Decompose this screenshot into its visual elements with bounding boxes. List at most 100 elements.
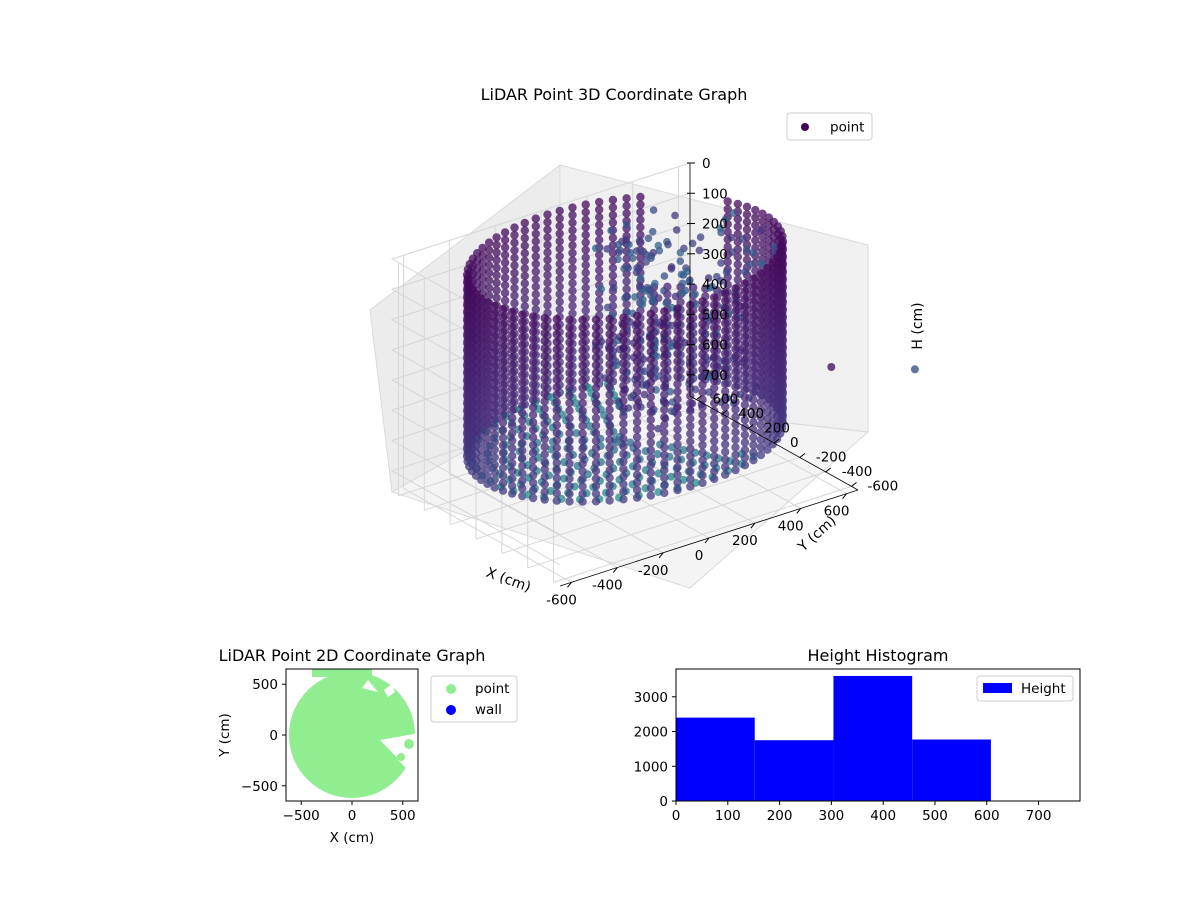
point-3d (483, 359, 491, 367)
point-3d (655, 294, 663, 302)
point-3d (647, 310, 655, 318)
point-3d (619, 374, 627, 382)
point-3d (499, 487, 507, 495)
point-3d (556, 260, 564, 268)
point-3d (518, 446, 526, 454)
point-3d (734, 200, 742, 208)
point-3d (691, 290, 699, 298)
point-3d (731, 307, 739, 315)
point-3d (757, 375, 765, 383)
point-3d (741, 385, 749, 393)
point-3d (749, 388, 757, 396)
point-3d (741, 302, 749, 310)
point-3d (532, 275, 540, 283)
point-3d (529, 343, 537, 351)
point-3d (568, 272, 576, 280)
point-3d (660, 375, 668, 383)
point-3d (741, 332, 749, 340)
point-3d (556, 282, 564, 290)
point-3d (757, 307, 765, 315)
x-tick-label-3d: 400 (778, 518, 804, 534)
point-3d (749, 456, 757, 464)
point-3d (529, 373, 537, 381)
point-3d (649, 228, 657, 236)
point-3d (592, 490, 600, 498)
point-3d (633, 327, 641, 335)
point-3d (660, 474, 668, 482)
point-3d (619, 450, 627, 458)
point-3d (508, 323, 516, 331)
point-3d (731, 451, 739, 459)
point-3d (749, 350, 757, 358)
point-3d (595, 236, 603, 244)
point-3d (541, 321, 549, 329)
figure: LiDAR Point 3D Coordinate Graph -600-400… (0, 0, 1200, 900)
point-3d (508, 361, 516, 369)
point-3d (741, 310, 749, 318)
point-3d (582, 216, 590, 224)
histogram-legend: Height (977, 676, 1073, 701)
point-3d (532, 260, 540, 268)
point-3d (485, 238, 493, 246)
point-3d (619, 382, 627, 390)
z-tick-label-3d: 0 (702, 156, 711, 172)
point-3d (518, 401, 526, 409)
point-3d (553, 391, 561, 399)
point-3d (582, 291, 590, 299)
point-3d (731, 383, 739, 391)
point-3d (529, 327, 537, 335)
point-3d (499, 396, 507, 404)
point-3d (491, 362, 499, 370)
point-3d (731, 330, 739, 338)
histogram: Height Histogram 0 100 200 300 400 500 600 7000… (634, 646, 1080, 824)
point-3d (605, 375, 613, 383)
y-tick-label-3d: 200 (764, 421, 790, 437)
point-3d (633, 380, 641, 388)
point-3d (491, 377, 499, 385)
x-tick-label-3d: -400 (592, 578, 623, 594)
x-tick-label-hist: 500 (922, 808, 948, 824)
point-3d (647, 461, 655, 469)
point-3d (518, 469, 526, 477)
point-3d (578, 376, 586, 384)
point-3d (518, 462, 526, 470)
point-3d (541, 390, 549, 398)
point-3d (582, 200, 590, 208)
point-3d (508, 467, 516, 475)
point-3d (483, 328, 491, 336)
point-3d (483, 366, 491, 374)
point-3d (556, 290, 564, 298)
point-3d (521, 272, 529, 280)
point-3d (757, 227, 765, 235)
point-3d (741, 279, 749, 287)
point-3d (605, 390, 613, 398)
point-3d (678, 271, 686, 279)
point-3d (636, 193, 644, 201)
x-tick-label-3d: 0 (695, 548, 704, 564)
point-3d (543, 301, 551, 309)
point-3d (499, 328, 507, 336)
point-3d (749, 441, 757, 449)
point-3d (521, 264, 529, 272)
point-3d (508, 384, 516, 392)
point-3d (543, 226, 551, 234)
point-3d (578, 323, 586, 331)
point-3d (686, 407, 694, 415)
point-3d (605, 443, 613, 451)
point-3d (673, 312, 681, 320)
point-3d (568, 211, 576, 219)
point-3d (565, 354, 573, 362)
point-3d (721, 357, 729, 365)
point-3d (508, 452, 516, 460)
point-3d (518, 333, 526, 341)
point-3d (483, 336, 491, 344)
point-3d (673, 395, 681, 403)
point-3d (741, 423, 749, 431)
point-3d (578, 316, 586, 324)
plot3d-xlabel: X (cm) (484, 565, 533, 596)
point-3d (698, 441, 706, 449)
point-3d (529, 471, 537, 479)
point-3d (483, 344, 491, 352)
point-3d (609, 211, 617, 219)
point-3d (633, 335, 641, 343)
